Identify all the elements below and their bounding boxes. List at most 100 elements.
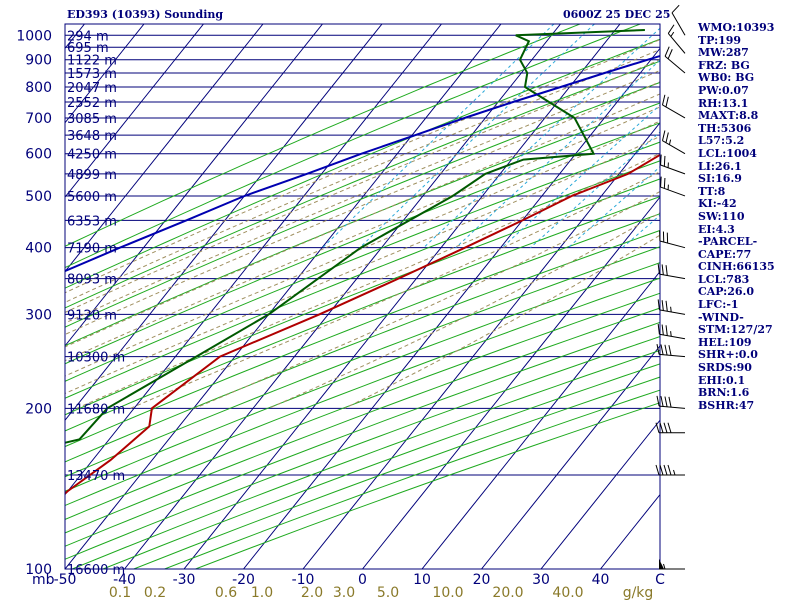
barb-flag (665, 132, 669, 143)
valid-time: 0600Z 25 DEC 25 (563, 8, 671, 21)
barb-flag (664, 344, 668, 356)
mixing-ratio-label: g/kg (623, 585, 654, 600)
barb-flag (663, 155, 666, 167)
dry-adiabat (65, 307, 660, 534)
mixing-ratio-line (530, 131, 660, 249)
height-level-label: 13470 m (67, 469, 125, 484)
pressure-tick-label: 900 (25, 53, 52, 69)
mixing-ratio-line (501, 104, 660, 249)
stat-line: MAXT:8.8 (698, 109, 759, 123)
barb-flag (660, 396, 664, 407)
temperature-tick-label: -10 (292, 572, 315, 588)
isotherm-line (243, 47, 660, 569)
wind-barb (659, 230, 686, 249)
dry-adiabat (65, 38, 660, 289)
moist-adiabat (130, 171, 660, 409)
pressure-unit-label: mb (32, 572, 55, 588)
barb-flag (663, 464, 668, 476)
temperature-tick-label: 10 (413, 572, 431, 588)
stat-line: MW:287 (698, 46, 749, 60)
stat-line: CINH:66135 (698, 260, 775, 274)
stat-line: CAPE:77 (698, 247, 752, 261)
barb-flag (657, 263, 660, 275)
temperature-tick-label: 40 (592, 572, 610, 588)
stat-line: LFC:-1 (698, 298, 739, 312)
barb-flag (664, 396, 668, 407)
pressure-tick-label: 1000 (16, 28, 52, 44)
wind-barb (655, 422, 685, 434)
sounding-traces (65, 29, 660, 495)
mixing-ratio-label: 1.0 (251, 585, 273, 600)
wind-barb (656, 395, 686, 409)
dry-adiabat (65, 196, 660, 432)
barb-half-flag (663, 563, 666, 570)
barb-flag (667, 24, 675, 34)
barb-flag (660, 176, 662, 188)
height-level-label: 1122 m (67, 54, 117, 69)
plot-border (64, 23, 661, 570)
barb-flag (656, 395, 660, 407)
isotherm-line (421, 270, 660, 569)
pressure-tick-label: 300 (25, 307, 52, 323)
barb-staff (671, 12, 686, 36)
barb-flag (656, 344, 660, 355)
dry-adiabat (65, 122, 660, 365)
wind-barb (667, 24, 686, 54)
isotherm-line (65, 24, 502, 569)
wind-barb (661, 94, 686, 119)
isotherm-line (65, 24, 264, 273)
pressure-tick-label: 600 (25, 147, 52, 163)
height-labels: 16600 m 13470 m 11680 m 10300 m 9120 m 8093 m… (67, 29, 125, 578)
barb-staff (659, 333, 686, 340)
barb-flag (668, 345, 672, 356)
wind-barb (659, 559, 685, 570)
stat-line: TP:199 (698, 33, 742, 47)
stat-line: KI:-42 (698, 197, 737, 211)
stat-line: TT:8 (698, 184, 726, 198)
stat-line: HEL:109 (698, 335, 752, 349)
barb-staff (659, 405, 686, 409)
mixing-ratio-label: 40.0 (552, 585, 583, 600)
stat-line: BRN:1.6 (698, 386, 750, 400)
wind-barb (657, 263, 686, 280)
barb-flag (660, 344, 664, 355)
stability-indices-panel: WMO:10393 TP:199 MW:287 FRZ: BG WB0: BG PW:0.… (698, 21, 798, 412)
dry-adiabat (65, 141, 660, 382)
moist-adiabat (76, 152, 660, 409)
pressure-axis-labels: 100 200 300 400 500 600 700 800 900 1000 mb (16, 28, 54, 588)
dry-adiabat (65, 81, 660, 328)
mixing-ratio-line (423, 27, 660, 249)
dry-adiabat (102, 363, 660, 569)
stat-line: LCL:783 (698, 272, 750, 286)
pressure-tick-label: 800 (25, 80, 52, 96)
barb-staff (659, 353, 686, 358)
isotherm-line (65, 24, 442, 496)
barb-staff (662, 140, 686, 155)
barb-staff (667, 33, 686, 54)
isotherm-line (65, 24, 145, 124)
mixing-ratio-line (322, 24, 555, 249)
barb-flag (661, 300, 664, 311)
moist-adiabat (65, 120, 660, 377)
chart-frame (64, 23, 661, 570)
barb-half-flag (668, 139, 672, 145)
height-level-label: 9120 m (67, 308, 117, 323)
barb-flag (655, 464, 660, 476)
stat-line: TH:5306 (698, 121, 752, 135)
parcel-trace (65, 54, 660, 273)
dry-adiabat (65, 24, 641, 269)
barb-half-flag (670, 331, 672, 337)
isotherm-line (0, 24, 25, 569)
temperature-tick-label: C (655, 572, 665, 588)
height-level-label: 8093 m (67, 273, 117, 288)
dry-adiabat (65, 321, 660, 547)
stat-line: STM:127/27 (698, 323, 773, 337)
wind-barb (661, 130, 686, 155)
wind-barb (655, 464, 685, 476)
barb-flag (657, 299, 660, 310)
wind-barb (660, 154, 686, 175)
barb-flag (664, 46, 670, 57)
moist-adiabat (65, 70, 660, 324)
mixing-ratio-label: 0.1 (109, 585, 131, 600)
moist-adiabat (65, 135, 660, 395)
